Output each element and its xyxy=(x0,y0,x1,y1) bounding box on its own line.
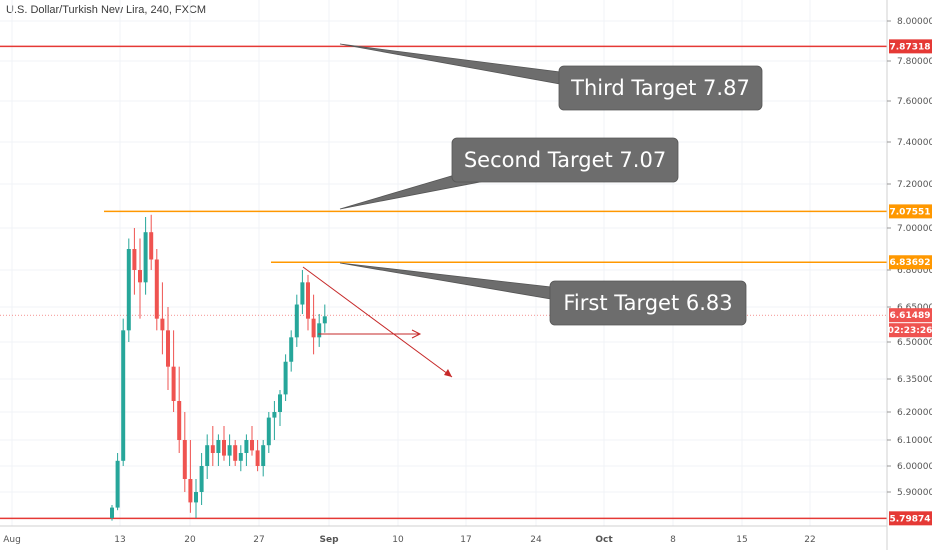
candle-body xyxy=(115,460,120,508)
chart-title: U.S. Dollar/Turkish New Lira, 240, FXCM xyxy=(6,4,207,16)
y-tick-label: 7.20000 xyxy=(897,180,932,190)
callout-pointer xyxy=(339,43,561,85)
candle-body xyxy=(317,323,322,338)
support-level-tag xyxy=(889,511,932,526)
y-tick-label: 6.50000 xyxy=(897,338,932,348)
candle-body xyxy=(306,282,310,319)
candle-body xyxy=(283,361,288,395)
countdown-tag xyxy=(889,323,932,338)
candle-body xyxy=(143,232,148,283)
candle-body xyxy=(138,270,142,283)
candle-body xyxy=(177,401,182,440)
y-tick-label: 6.10000 xyxy=(897,436,932,446)
candle-body xyxy=(233,445,238,461)
candle-body xyxy=(250,440,254,451)
y-tick-label: 6.80000 xyxy=(897,266,932,276)
candle-body xyxy=(238,453,243,461)
callout-box[interactable] xyxy=(549,280,747,326)
arrow-head xyxy=(444,369,452,377)
candle-body xyxy=(216,440,221,453)
x-tick-label: 13 xyxy=(114,535,125,545)
target-callouts: Third Target 7.87 Second Target 7.07 First… xyxy=(339,43,763,326)
candle-body xyxy=(182,440,187,479)
y-tick-label: 7.00000 xyxy=(897,224,932,234)
x-tick-label: 17 xyxy=(460,535,471,545)
x-tick-label: 27 xyxy=(253,535,264,545)
y-tick-label: 6.20000 xyxy=(897,408,932,418)
candle-body xyxy=(194,492,198,503)
candle-body xyxy=(188,479,193,503)
first-level-tag-label: 6.83692 xyxy=(890,258,931,268)
candle-body xyxy=(261,445,266,466)
x-tick-label: 8 xyxy=(670,535,676,545)
candle-body xyxy=(222,440,226,456)
x-tick-label: Oct xyxy=(595,535,613,545)
third-level-tag xyxy=(889,39,932,54)
candle-body xyxy=(255,450,260,466)
callout-pointer xyxy=(339,262,552,300)
second-level-tag-label: 7.07551 xyxy=(890,207,931,217)
countdown-label: 02:23:26 xyxy=(888,326,932,336)
y-tick-label: 6.00000 xyxy=(897,462,932,472)
candle-body xyxy=(322,316,327,324)
candle-body xyxy=(205,445,210,466)
candle-body xyxy=(289,337,294,362)
callout-label: Third Target 7.87 xyxy=(570,76,750,100)
candle-body xyxy=(294,304,299,338)
price-levels xyxy=(0,45,887,520)
candle-body xyxy=(199,466,204,492)
callout-box[interactable] xyxy=(451,137,679,183)
candle-body xyxy=(166,330,170,367)
time-axis[interactable]: Aug 13 20 27 Sep 10 17 24 Oct 8 15 22 xyxy=(3,535,816,545)
callout-label: Second Target 7.07 xyxy=(464,148,666,172)
candle-body xyxy=(121,330,126,461)
candle-body xyxy=(272,412,277,418)
price-axis[interactable]: 8.00000 7.80000 7.60000 7.40000 7.20000 7.000… xyxy=(887,17,932,498)
y-tick-label: 7.40000 xyxy=(897,138,932,148)
trendline-arrow xyxy=(302,266,453,378)
y-tick-label: 6.65000 xyxy=(897,303,932,313)
candle-body xyxy=(210,445,215,453)
y-tick-label: 7.60000 xyxy=(897,97,932,107)
y-tick-label: 6.35000 xyxy=(897,375,932,385)
candle-body xyxy=(244,440,249,453)
trend-drawings xyxy=(302,266,453,378)
candle-body xyxy=(110,507,114,518)
candle-body xyxy=(311,318,316,338)
x-tick-label: 24 xyxy=(530,535,542,545)
arrow-head xyxy=(411,329,422,339)
first-level-tag xyxy=(889,255,932,270)
current-price-tag xyxy=(889,308,932,323)
candle-body xyxy=(160,318,165,331)
grid xyxy=(0,0,887,526)
x-tick-label: 15 xyxy=(736,535,747,545)
x-tick-label: 20 xyxy=(184,535,196,545)
third-level-tag-label: 7.87318 xyxy=(890,42,931,52)
candle-body xyxy=(149,232,154,260)
candles xyxy=(110,214,327,521)
candle-body xyxy=(266,417,271,446)
callout-box[interactable] xyxy=(558,65,763,111)
price-tags: 7.87318 7.07551 6.83692 5.79874 6.61489 02:23… xyxy=(888,39,932,526)
y-tick-label: 8.00000 xyxy=(897,17,932,27)
callout-label: First Target 6.83 xyxy=(563,291,732,315)
y-tick-label: 5.90000 xyxy=(897,488,932,498)
support-level-tag-label: 5.79874 xyxy=(890,514,931,524)
x-tick-label: Sep xyxy=(319,535,339,545)
second-level-tag xyxy=(889,204,932,219)
y-tick-label: 7.80000 xyxy=(897,57,932,67)
candle-body xyxy=(126,249,131,331)
candle-body xyxy=(227,445,232,456)
candle-body xyxy=(171,366,176,401)
x-tick-label: 10 xyxy=(392,535,404,545)
x-tick-label: Aug xyxy=(3,535,21,545)
candle-body xyxy=(132,249,137,270)
current-price-label: 6.61489 xyxy=(890,311,931,321)
candle-body xyxy=(278,394,282,412)
x-tick-label: 22 xyxy=(804,535,815,545)
candle-body xyxy=(154,259,159,319)
candle-body xyxy=(300,282,305,305)
